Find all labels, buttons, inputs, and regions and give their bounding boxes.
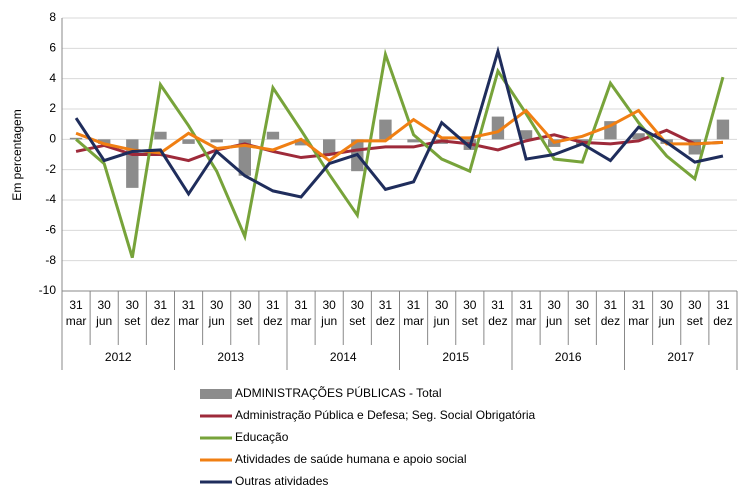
bar <box>238 139 251 176</box>
y-tick-label: 6 <box>49 41 56 55</box>
x-tick-label: 30 jun <box>433 298 450 328</box>
x-tick-label: 31 dez <box>713 298 733 328</box>
x-group-label: 2012 <box>105 350 132 364</box>
y-tick-label: -6 <box>45 223 56 237</box>
bar <box>126 139 139 188</box>
x-tick-label: 30 set <box>574 298 591 328</box>
y-tick-label: 0 <box>49 132 56 146</box>
y-tick-label: -2 <box>45 162 56 176</box>
bar <box>379 119 392 140</box>
bar <box>266 131 280 140</box>
bar <box>294 139 308 146</box>
y-tick-label: 4 <box>49 71 56 85</box>
x-group-label: 2013 <box>217 350 244 364</box>
bar <box>98 139 111 144</box>
x-group-label: 2017 <box>667 350 694 364</box>
bar <box>632 133 645 140</box>
line <box>75 48 725 259</box>
bar <box>519 130 533 140</box>
bar <box>69 137 83 140</box>
x-tick-label: 31 dez <box>263 298 283 328</box>
x-tick-label: 30 jun <box>546 298 563 328</box>
x-tick-label: 30 set <box>124 298 141 328</box>
bar <box>182 139 195 144</box>
x-tick-label: 30 set <box>461 298 478 328</box>
x-tick-label: 30 jun <box>208 298 225 328</box>
y-tick-label: 8 <box>49 10 56 24</box>
line <box>75 128 724 163</box>
legend-label: Atividades de saúde humana e apoio socia… <box>235 452 467 466</box>
x-tick-label: 30 jun <box>96 298 113 328</box>
y-tick-label: -4 <box>45 192 56 206</box>
legend-label: Outras atividades <box>235 474 328 488</box>
x-group-label: 2016 <box>555 350 582 364</box>
x-tick-label: 31 dez <box>488 298 508 328</box>
x-tick-label: 30 set <box>349 298 366 328</box>
x-tick-label: 30 set <box>686 298 703 328</box>
legend-label: ADMINISTRAÇÕES PÚBLICAS - Total <box>235 385 442 400</box>
x-tick-label: 31 dez <box>375 298 396 328</box>
x-group-label: 2015 <box>442 350 469 364</box>
bar <box>716 119 730 140</box>
x-tick-label: 30 set <box>236 298 253 328</box>
x-tick-label: 30 jun <box>658 298 675 328</box>
x-tick-label: 31 dez <box>600 298 621 328</box>
y-axis-title: Em percentagem <box>10 109 24 200</box>
x-tick-label: 31 mar <box>178 298 199 328</box>
y-tick-label: 2 <box>49 101 56 115</box>
line <box>74 45 724 199</box>
x-tick-label: 31 dez <box>150 298 171 328</box>
y-tick-label: -10 <box>39 283 57 297</box>
bar <box>407 139 420 143</box>
legend-label: Administração Pública e Defesa; Seg. Soc… <box>235 408 535 422</box>
x-tick-label: 31 mar <box>628 298 649 328</box>
x-tick-label: 30 jun <box>321 298 338 328</box>
x-group-label: 2014 <box>330 350 357 364</box>
x-tick-label: 31 mar <box>403 298 424 328</box>
legend-label: Educação <box>235 430 289 444</box>
bar <box>210 139 223 143</box>
x-tick-label: 31 mar <box>290 298 312 328</box>
line <box>75 108 724 163</box>
x-tick-label: 31 mar <box>65 298 87 328</box>
y-tick-label: -8 <box>45 253 56 267</box>
legend-swatch <box>200 389 232 399</box>
x-tick-label: 31 mar <box>515 298 537 328</box>
bar <box>154 131 167 140</box>
bar <box>323 139 336 155</box>
